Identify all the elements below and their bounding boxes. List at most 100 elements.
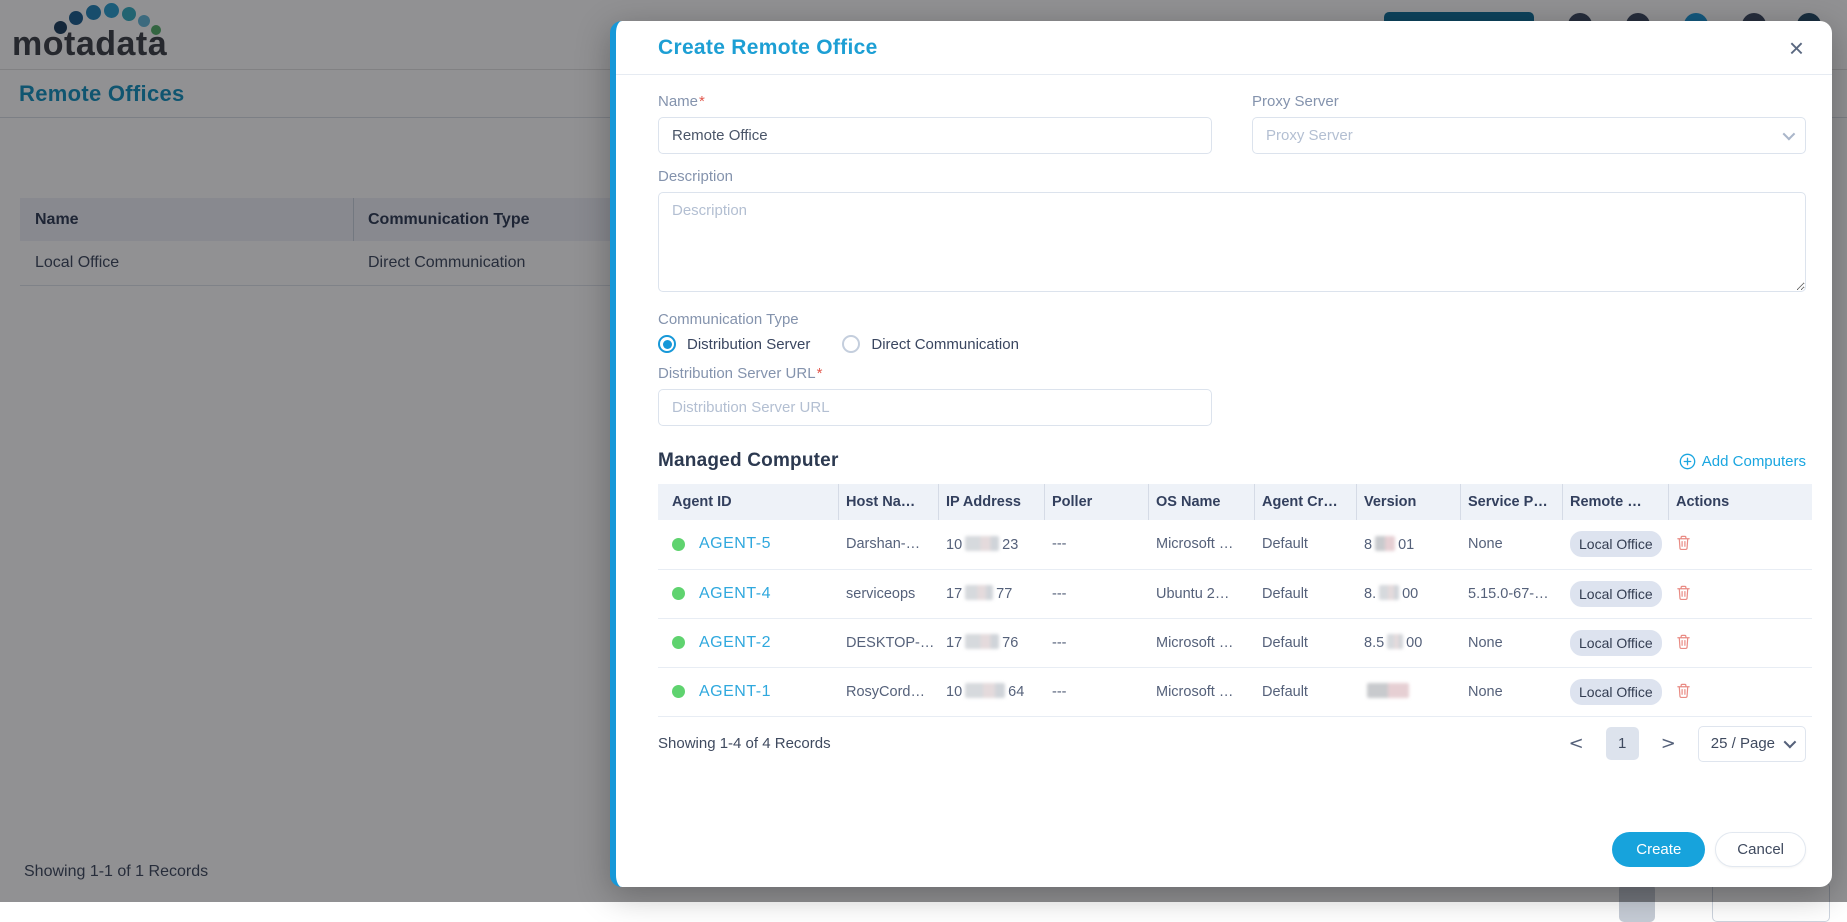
managed-computer-row: AGENT-2 DESKTOP-… 17 76 --- Microsoft … D…: [658, 618, 1812, 668]
os-name-cell: Microsoft …: [1148, 618, 1254, 668]
column-version[interactable]: Version: [1356, 484, 1460, 520]
ip-address-cell: 17 77: [938, 569, 1044, 619]
remote-office-badge: Local Office: [1570, 629, 1662, 656]
agent-id-link[interactable]: AGENT-2: [699, 633, 771, 651]
column-agent-created[interactable]: Agent Cr…: [1254, 484, 1356, 520]
create-remote-office-modal: Create Remote Office × Name* Proxy Serve…: [610, 21, 1832, 887]
agent-id-link[interactable]: AGENT-4: [699, 584, 771, 602]
os-name-cell: Microsoft …: [1148, 520, 1254, 570]
proxy-server-select[interactable]: Proxy Server: [1252, 117, 1806, 154]
cancel-button[interactable]: Cancel: [1715, 832, 1806, 867]
remote-office-cell: Local Office: [1562, 569, 1668, 619]
distribution-server-url-label: Distribution Server URL: [658, 365, 816, 382]
required-mark: *: [699, 93, 705, 110]
host-name-cell: RosyCord…: [838, 667, 938, 717]
motadata-logo: motadata: [12, 0, 232, 69]
radio-distribution-server[interactable]: Distribution Server: [658, 335, 810, 353]
add-computers-link[interactable]: Add Computers: [1679, 453, 1806, 470]
agent-created-cell: Default: [1254, 667, 1356, 717]
plus-circle-icon: [1679, 453, 1696, 469]
version-cell: 8.5 00: [1356, 618, 1460, 668]
managed-computer-row: AGENT-5 Darshan-… 10 23 --- Microsoft … D…: [658, 520, 1812, 570]
poller-cell: ---: [1044, 667, 1148, 717]
page-number[interactable]: 1: [1605, 727, 1639, 760]
delete-icon[interactable]: [1676, 633, 1691, 653]
redacted-block: [1367, 683, 1409, 698]
description-label: Description: [658, 168, 734, 185]
remote-office-badge: Local Office: [1570, 678, 1662, 705]
redacted-block: [965, 683, 1006, 698]
next-page-icon[interactable]: >: [1660, 733, 1676, 754]
agent-created-cell: Default: [1254, 618, 1356, 668]
modal-actions: Create Cancel: [616, 832, 1832, 887]
actions-cell: [1668, 520, 1812, 570]
redacted-block: [965, 634, 1000, 649]
agent-status-icon: [672, 636, 685, 649]
column-service-pack[interactable]: Service P…: [1460, 484, 1562, 520]
name-label: Name: [658, 93, 699, 110]
version-cell: 8 01: [1356, 520, 1460, 570]
delete-icon[interactable]: [1676, 682, 1691, 702]
ip-address-cell: 10 23: [938, 520, 1044, 570]
required-mark: *: [816, 365, 823, 382]
os-name-cell: Ubuntu 2…: [1148, 569, 1254, 619]
create-button[interactable]: Create: [1612, 832, 1706, 867]
remote-office-cell: Local Office: [1562, 667, 1668, 717]
remote-office-badge: Local Office: [1570, 580, 1662, 607]
delete-icon[interactable]: [1676, 584, 1691, 604]
radio-selected-icon: [658, 335, 676, 353]
column-host-name[interactable]: Host Na…: [838, 484, 938, 520]
redacted-block: [965, 585, 994, 600]
column-poller[interactable]: Poller: [1044, 484, 1148, 520]
modal-header: Create Remote Office ×: [616, 21, 1832, 75]
poller-cell: ---: [1044, 618, 1148, 668]
agent-created-cell: Default: [1254, 520, 1356, 570]
remote-office-cell: Local Office: [1562, 618, 1668, 668]
managed-computer-row: AGENT-1 RosyCord… 10 64 --- Microsoft … D…: [658, 667, 1812, 717]
service-pack-cell: None: [1460, 667, 1562, 717]
communication-type-label: Communication Type: [658, 311, 799, 328]
agent-created-cell: Default: [1254, 569, 1356, 619]
agent-status-icon: [672, 537, 685, 551]
office-name-cell: Local Office: [20, 241, 353, 286]
actions-cell: [1668, 618, 1812, 668]
page-size-select[interactable]: 25 / Page: [1697, 725, 1806, 762]
column-agent-id[interactable]: Agent ID: [658, 484, 838, 520]
column-header-name[interactable]: Name: [20, 198, 353, 241]
page-title: Remote Offices: [19, 80, 185, 106]
close-icon[interactable]: ×: [1788, 32, 1804, 63]
version-cell: [1356, 667, 1460, 717]
service-pack-cell: 5.15.0-67-…: [1460, 569, 1562, 619]
name-input[interactable]: [658, 117, 1212, 154]
previous-page-icon[interactable]: <: [1568, 733, 1584, 754]
table-footer: Showing 1-4 of 4 Records < 1 > 25 / Page: [658, 717, 1806, 771]
redacted-block: [965, 535, 1000, 551]
ip-address-cell: 17 76: [938, 618, 1044, 668]
agent-id-link[interactable]: AGENT-1: [699, 682, 771, 700]
poller-cell: ---: [1044, 520, 1148, 570]
agent-id-link[interactable]: AGENT-5: [699, 535, 771, 553]
column-os-name[interactable]: OS Name: [1148, 484, 1254, 520]
chevron-down-icon: [1782, 127, 1796, 141]
redacted-block: [1375, 535, 1396, 551]
proxy-field-group: Proxy Server Proxy Server: [1252, 93, 1806, 154]
description-field-group: Description: [658, 168, 1806, 297]
modal-title: Create Remote Office: [658, 35, 878, 59]
radio-direct-communication[interactable]: Direct Communication: [842, 335, 1019, 353]
delete-icon[interactable]: [1676, 534, 1691, 554]
description-textarea[interactable]: [658, 192, 1806, 292]
distribution-server-url-input[interactable]: [658, 389, 1212, 426]
redacted-block: [1379, 585, 1400, 600]
agent-status-icon: [672, 587, 685, 600]
column-ip-address[interactable]: IP Address: [938, 484, 1044, 520]
service-pack-cell: None: [1460, 618, 1562, 668]
managed-computer-table: Agent ID Host Na… IP Address Poller OS N…: [658, 484, 1812, 717]
remote-office-cell: Local Office: [1562, 520, 1668, 570]
motadata-wordmark: motadata: [12, 25, 168, 63]
managed-computer-row: AGENT-4 serviceops 17 77 --- Ubuntu 2… De…: [658, 569, 1812, 619]
os-name-cell: Microsoft …: [1148, 667, 1254, 717]
column-actions: Actions: [1668, 484, 1812, 520]
table-header-row: Agent ID Host Na… IP Address Poller OS N…: [658, 484, 1812, 520]
remote-office-badge: Local Office: [1570, 531, 1662, 558]
column-remote-office[interactable]: Remote …: [1562, 484, 1668, 520]
